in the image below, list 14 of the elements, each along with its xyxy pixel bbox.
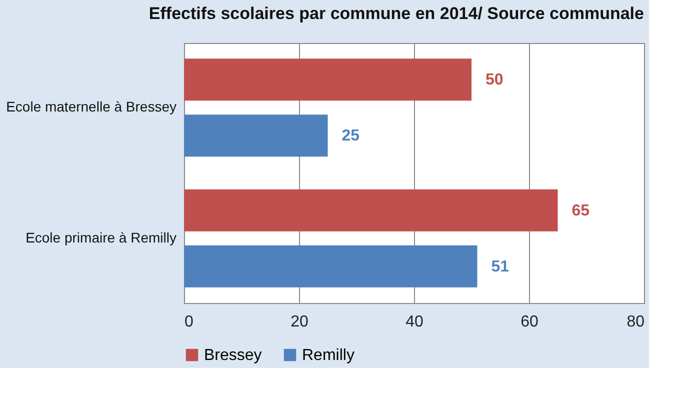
legend-label: Remilly [302, 347, 354, 364]
x-tick-label: 20 [290, 314, 308, 330]
x-tick-label: 0 [184, 314, 194, 330]
data-label: 65 [572, 202, 590, 220]
data-label: 51 [491, 258, 510, 276]
legend-label: Bressey [204, 347, 262, 364]
y-tick-label: Ecole maternelle à Bressey [6, 98, 176, 115]
data-label: 25 [342, 128, 360, 145]
x-tick-label: 80 [626, 314, 645, 330]
x-tick-label: 60 [520, 314, 538, 330]
x-tick-label: 40 [406, 314, 424, 330]
chart-title: Effectifs scolaires par commune en 2014/ Source communale [148, 4, 644, 23]
y-tick-label: Ecole primaire à Remilly [26, 229, 176, 246]
data-label: 50 [486, 72, 504, 89]
